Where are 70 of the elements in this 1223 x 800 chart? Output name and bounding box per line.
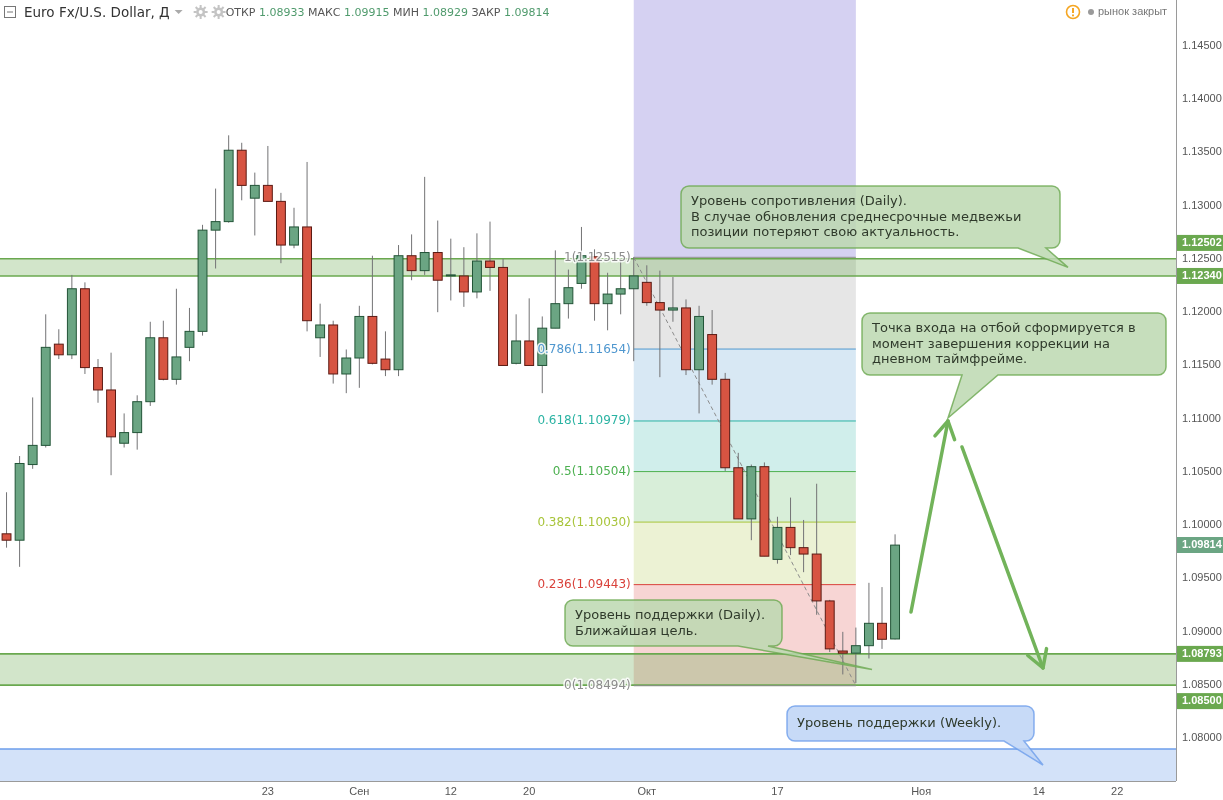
candlestick [602,272,613,331]
candlestick [785,497,796,556]
x-tick-label: 12 [444,784,457,797]
candlestick [419,176,430,276]
x-tick-label: Окт [637,784,657,797]
candlestick [93,358,103,404]
candlestick [445,238,456,301]
y-tick-label: 1.08000 [1182,731,1222,744]
series-label: 0.618(1.10979) [537,413,631,428]
y-tick-label: 1.09500 [1182,571,1222,584]
candlestick [641,264,652,307]
candlestick [184,307,195,362]
candlestick [850,627,861,684]
series-label: 0.382(1.10030) [537,514,631,529]
band-label: Уровень поддержки (Weekly). [797,715,1002,731]
candlestick [1,491,12,549]
candlestick [210,188,221,269]
band-label: Уровень сопротивления (Daily). В случае обновления среднесрочные медвежьи позиции потеряют свою актуальность. [691,193,1022,240]
candlestick [380,330,391,377]
candlestick [315,303,326,358]
candlestick [171,288,182,386]
series-label: 0.236(1.09443) [537,577,631,592]
ref-line-label: 1.12502 [1182,235,1222,248]
y-tick-label: 1.13500 [1182,145,1222,158]
x-tick-label: 14 [1032,784,1045,797]
candlestick [511,313,522,365]
x-tick-label: 17 [771,784,784,797]
candlestick [654,270,665,378]
candlestick [458,246,469,308]
candlestick [53,328,64,360]
annotation: рынок закрыт [1098,4,1168,17]
candlestick [249,172,260,236]
candlestick [837,631,848,675]
band-label: Уровень поддержки (Daily). Ближайшая цель. [575,607,766,638]
x-tick-label: 23 [261,784,274,797]
x-tick-label: Сен [349,784,370,797]
candlestick [27,396,38,470]
x-tick-label: 22 [1111,784,1124,797]
candlestick [667,276,678,323]
annotation: Точка входа на отбой сформируется в момент завершения коррекции на дневном таймфрейме. [871,320,1136,367]
candlestick [563,269,574,320]
y-tick-label: 1.08500 [1182,678,1222,691]
y-tick-label: 1.14000 [1182,92,1222,104]
x-tick-label: Ноя [911,784,932,797]
y-tick-label: 1.12000 [1182,305,1222,318]
ref-line-label: 1.12340 [1182,268,1222,281]
y-tick-label: 1.14500 [1182,38,1222,51]
y-tick-label: 1.13000 [1182,198,1222,211]
ref-line-label: 1.08793 [1182,646,1222,659]
text: 1.09814 [1182,537,1223,550]
candlestick [485,221,495,292]
series-label: 0.5(1.10504) [552,464,631,479]
y-tick-label: 1.09000 [1182,624,1222,637]
y-tick-label: 1.10500 [1182,464,1222,477]
candlestick [798,519,809,573]
candlestick [863,582,874,659]
candlestick [289,207,299,249]
candlestick [341,348,352,394]
y-tick-label: 1.11500 [1182,358,1221,371]
candlestick [877,586,887,650]
candlestick [406,233,417,281]
candlestick [119,412,130,448]
x-tick-label: 20 [523,784,536,797]
candlestick [628,256,639,362]
y-tick-label: 1.11000 [1182,411,1221,424]
text: ОТКР 1.08933 МАКС 1.09915 МИН 1.08929 ЗАКР 1.09814 [225,5,550,19]
y-tick-label: 1.12500 [1182,251,1222,264]
chart-title: Euro Fx/U.S. Dollar, Д [24,3,170,20]
candlestick [262,145,273,202]
y-tick-label: 1.10000 [1182,518,1222,531]
